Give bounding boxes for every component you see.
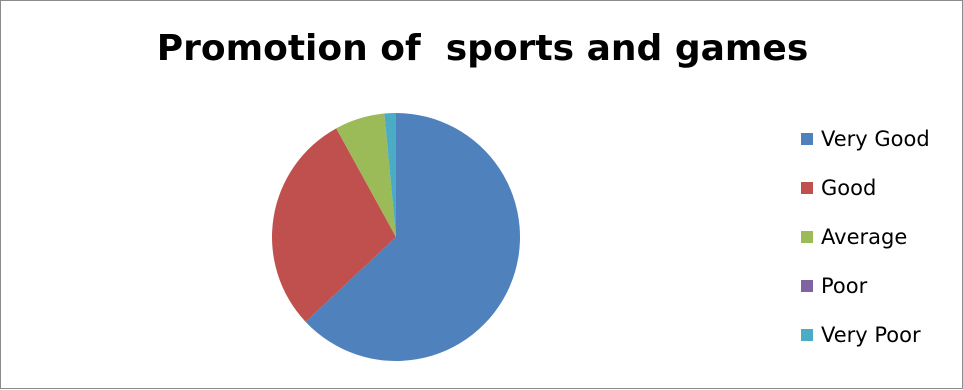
legend-item-very-poor: Very Poor <box>801 321 961 349</box>
pie-slice-very-good <box>305 113 521 361</box>
legend-label-good: Good <box>821 176 877 200</box>
legend-item-very-good: Very Good <box>801 125 961 153</box>
pie-slice-good <box>272 128 396 322</box>
legend-item-good: Good <box>801 174 961 202</box>
legend-swatch-poor <box>801 280 813 292</box>
legend-label-very-good: Very Good <box>821 127 930 151</box>
chart-title: Promotion of sports and games <box>156 28 809 69</box>
legend-item-average: Average <box>801 223 961 251</box>
legend-item-poor: Poor <box>801 272 961 300</box>
legend-swatch-good <box>801 182 813 194</box>
legend-label-average: Average <box>821 225 908 249</box>
legend-swatch-very-poor <box>801 329 813 341</box>
legend-label-poor: Poor <box>821 274 868 298</box>
legend-swatch-average <box>801 231 813 243</box>
legend-label-very-poor: Very Poor <box>821 323 921 347</box>
pie-slice-very-poor <box>384 113 396 237</box>
legend-swatch-very-good <box>801 133 813 145</box>
pie-slice-average <box>336 113 396 237</box>
